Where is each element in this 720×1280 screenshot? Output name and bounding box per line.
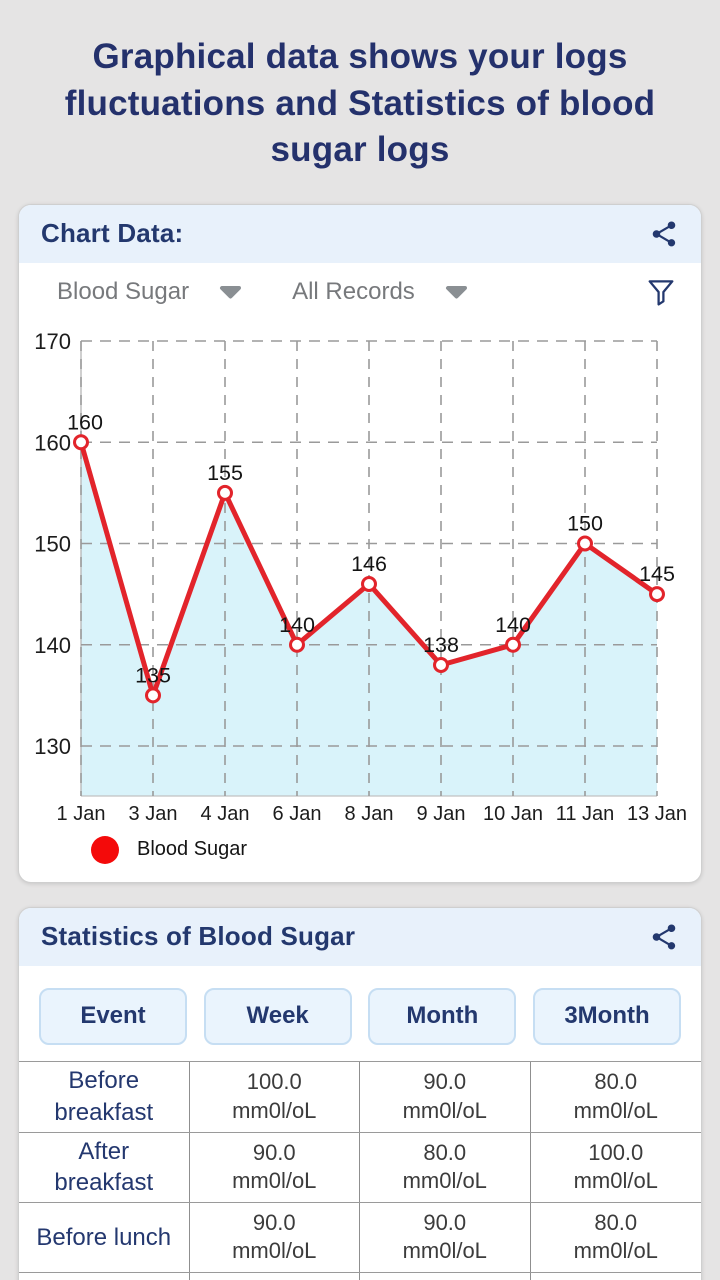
cell-unit: mm0l/oL — [232, 1168, 317, 1194]
svg-text:6 Jan: 6 Jan — [273, 803, 322, 825]
chart-card-header: Chart Data: — [19, 204, 701, 263]
tab-week[interactable]: Week — [203, 987, 352, 1045]
cell-value: 100.0 — [588, 1139, 644, 1165]
cell-value: 100.0 — [246, 1069, 302, 1095]
svg-text:13 Jan: 13 Jan — [627, 803, 687, 825]
stats-table: Before breakfast 100.0 mm0l/oL 90.0 mm0l/oL 8… — [19, 1060, 702, 1280]
row-label: After breakfast — [19, 1132, 190, 1202]
cell-unit: mm0l/oL — [573, 1097, 658, 1123]
table-row: After breakfast 90.0 mm0l/oL 80.0 mm0l/oL 100… — [19, 1131, 702, 1202]
cell-unit: mm0l/oL — [402, 1238, 487, 1264]
value-cell — [360, 1272, 531, 1280]
row-label: Before breakfast — [19, 1061, 190, 1132]
svg-text:155: 155 — [207, 461, 243, 485]
svg-text:4 Jan: 4 Jan — [201, 803, 250, 825]
svg-text:1 Jan: 1 Jan — [57, 803, 106, 825]
svg-text:146: 146 — [351, 552, 387, 576]
cell-unit: mm0l/oL — [573, 1168, 658, 1194]
svg-text:140: 140 — [279, 612, 315, 636]
range-dropdown[interactable]: All Records — [292, 278, 468, 306]
value-cell: 90.0 mm0l/oL — [190, 1132, 360, 1202]
svg-text:145: 145 — [639, 562, 675, 586]
stats-card-header: Statistics of Blood Sugar — [19, 907, 701, 966]
value-cell: 90.0 mm0l/oL — [360, 1202, 531, 1272]
cell-unit: mm0l/oL — [402, 1168, 487, 1194]
row-label — [19, 1272, 190, 1280]
cell-value: 80.0 — [423, 1139, 467, 1165]
stats-card-title: Statistics of Blood Sugar — [41, 921, 356, 952]
svg-text:10 Jan: 10 Jan — [483, 803, 543, 825]
svg-text:140: 140 — [495, 612, 531, 636]
stats-tabs: Event Week Month 3Month — [19, 966, 701, 1061]
cell-unit: mm0l/oL — [232, 1097, 317, 1123]
value-cell — [190, 1272, 360, 1280]
legend-label: Blood Sugar — [137, 838, 248, 861]
cell-unit: mm0l/oL — [232, 1238, 317, 1264]
chart-legend: Blood Sugar — [19, 826, 701, 874]
chevron-down-icon — [445, 285, 467, 299]
row-label-text: Before lunch — [36, 1223, 172, 1251]
svg-text:170: 170 — [34, 329, 71, 354]
share-icon[interactable] — [649, 922, 679, 952]
metric-dropdown-value: Blood Sugar — [57, 277, 190, 305]
svg-text:135: 135 — [135, 663, 171, 687]
svg-text:9 Jan: 9 Jan — [417, 803, 466, 825]
value-cell — [531, 1273, 702, 1280]
table-row — [19, 1271, 702, 1280]
svg-text:150: 150 — [567, 511, 603, 535]
svg-text:8 Jan: 8 Jan — [345, 803, 394, 825]
chart-card: Chart Data: Blood Sugar All Records — [18, 203, 702, 883]
svg-text:11 Jan: 11 Jan — [556, 803, 615, 825]
share-icon[interactable] — [649, 219, 679, 249]
row-label: Before lunch — [19, 1202, 190, 1272]
row-label-text: Before breakfast — [54, 1067, 154, 1126]
table-row: Before breakfast 100.0 mm0l/oL 90.0 mm0l/oL 8… — [19, 1061, 702, 1132]
svg-text:160: 160 — [34, 430, 71, 455]
filter-icon[interactable] — [645, 276, 677, 308]
svg-text:160: 160 — [67, 410, 103, 434]
cell-unit: mm0l/oL — [402, 1097, 487, 1123]
metric-dropdown[interactable]: Blood Sugar — [57, 278, 242, 306]
svg-text:3 Jan: 3 Jan — [129, 803, 178, 825]
tab-3month[interactable]: 3Month — [532, 987, 681, 1045]
cell-value: 90.0 — [423, 1069, 467, 1095]
legend-dot-icon — [91, 835, 119, 864]
row-label-text: After breakfast — [54, 1137, 154, 1197]
value-cell: 90.0 mm0l/oL — [190, 1202, 360, 1272]
tab-month[interactable]: Month — [368, 987, 517, 1045]
range-dropdown-value: All Records — [292, 277, 415, 305]
tab-event[interactable]: Event — [39, 987, 187, 1045]
value-cell: 90.0 mm0l/oL — [360, 1061, 531, 1132]
cell-value: 90.0 — [423, 1209, 467, 1235]
page-title: Graphical data shows your logs fluctuati… — [64, 37, 656, 170]
chart-controls: Blood Sugar All Records — [19, 263, 701, 321]
cell-value: 80.0 — [594, 1069, 638, 1095]
value-cell: 100.0 mm0l/oL — [531, 1133, 702, 1202]
cell-value: 80.0 — [594, 1209, 638, 1235]
table-row: Before lunch 90.0 mm0l/oL 90.0 mm0l/oL 80.0 mm… — [19, 1201, 702, 1272]
svg-text:130: 130 — [34, 734, 71, 759]
svg-text:150: 150 — [34, 531, 71, 556]
chevron-down-icon — [220, 285, 242, 299]
value-cell: 80.0 mm0l/oL — [531, 1203, 702, 1272]
value-cell: 80.0 mm0l/oL — [360, 1132, 531, 1202]
value-cell: 100.0 mm0l/oL — [190, 1061, 360, 1132]
cell-unit: mm0l/oL — [573, 1238, 658, 1264]
stats-card: Statistics of Blood Sugar Event Week Month… — [18, 906, 702, 1280]
svg-text:138: 138 — [423, 633, 459, 657]
chart-card-title: Chart Data: — [41, 218, 184, 249]
value-cell: 80.0 mm0l/oL — [531, 1062, 702, 1132]
cell-value: 90.0 — [252, 1209, 296, 1235]
cell-value: 90.0 — [252, 1139, 296, 1165]
svg-text:140: 140 — [34, 632, 71, 657]
blood-sugar-line-chart: 170 160 150 140 130 1 Jan 3 Jan 4 Jan 6 Jan 8 Jan… — [34, 329, 687, 825]
